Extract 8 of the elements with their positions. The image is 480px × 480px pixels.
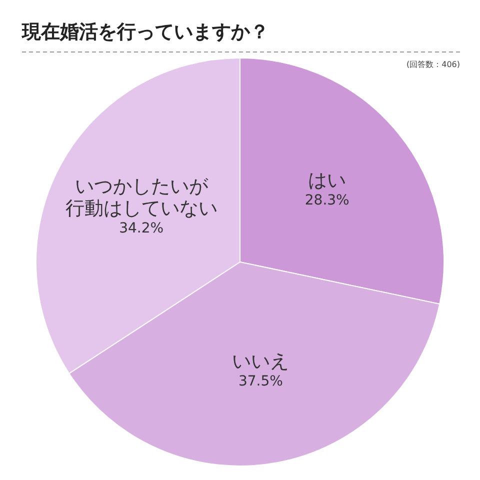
chart-title: 現在婚活を行っていますか？ [21,21,269,43]
slice-label: いいえ [232,350,290,372]
data-label: 28.3% [304,192,350,208]
slice-label: はい [308,169,346,192]
data-label: 37.5% [238,373,283,390]
data-label: 34.2% [119,220,164,237]
chart-subtitle: (回答数：406) [406,60,460,69]
slice-label: いつかしたいが行動はしていない [65,176,218,220]
